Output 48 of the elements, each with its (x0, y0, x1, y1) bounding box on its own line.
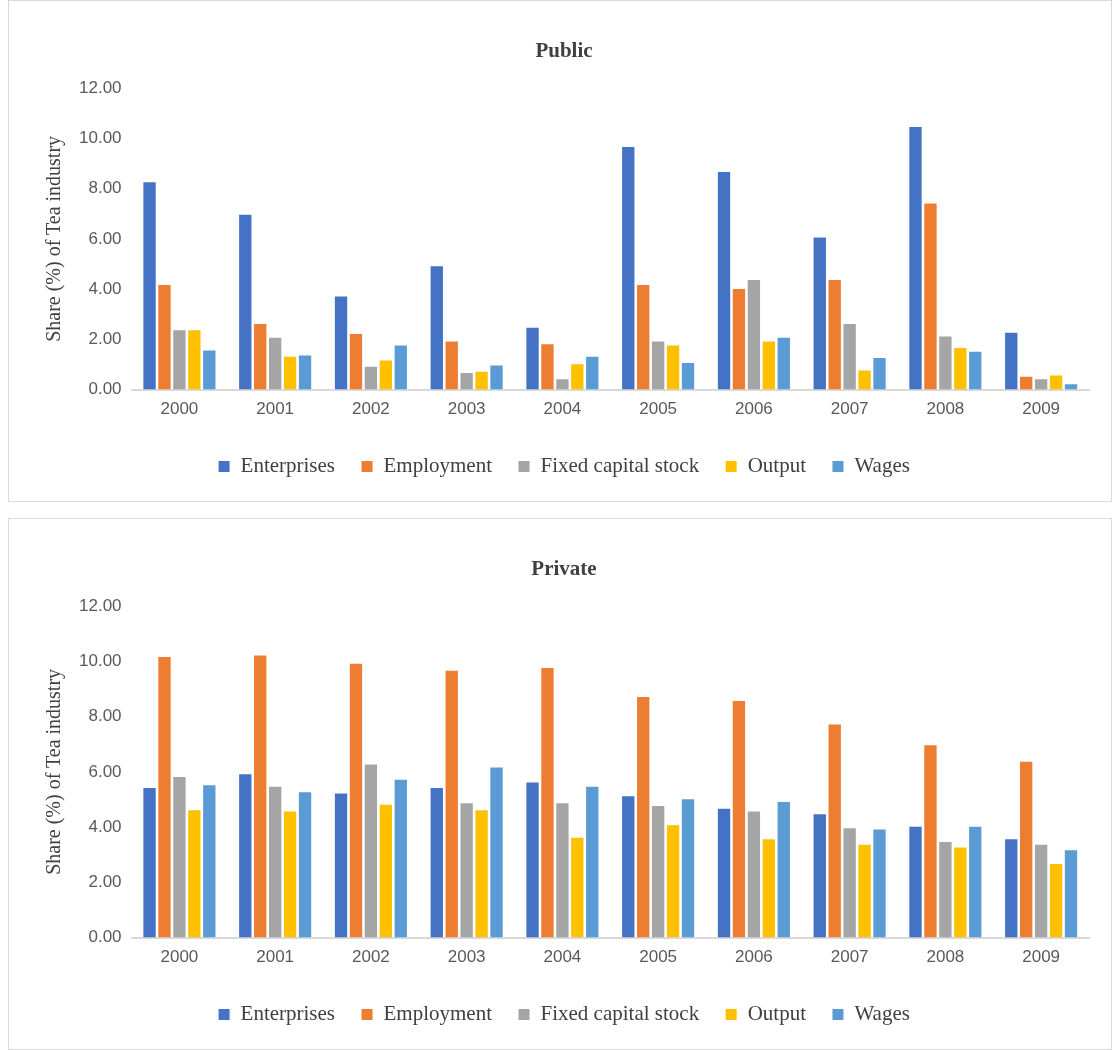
x-tick-label: 2004 (543, 399, 582, 419)
x-tick-label: 2009 (1022, 399, 1061, 419)
y-axis-title: Share (%) of Tea industry (42, 135, 66, 342)
legend-label: Fixed capital stock (540, 1001, 700, 1026)
x-tick-label: 2009 (1022, 947, 1061, 967)
legend-label: Employment (383, 1001, 493, 1026)
x-tick-label: 2001 (256, 947, 295, 967)
x-tick-label: 2005 (639, 399, 678, 419)
x-tick-label: 2001 (256, 399, 295, 419)
x-tick-label: 2006 (734, 399, 773, 419)
x-tick-label: 2008 (926, 947, 965, 967)
y-tick-label: 2.00 (88, 329, 122, 349)
y-tick-label: 0.00 (88, 379, 122, 399)
x-tick-label: 2007 (830, 399, 869, 419)
y-tick-label: 4.00 (88, 816, 122, 836)
x-tick-label: 2006 (734, 947, 773, 967)
y-tick-label: 10.00 (78, 651, 122, 671)
y-tick-label: 4.00 (88, 278, 122, 298)
legend-label: Wages (854, 453, 910, 478)
x-tick-label: 2002 (351, 947, 390, 967)
y-tick-label: 6.00 (88, 228, 122, 248)
y-tick-label: 8.00 (88, 178, 122, 198)
legend-label: Employment (383, 453, 493, 478)
y-tick-label: 0.00 (88, 927, 122, 947)
legend-label: Enterprises (240, 1001, 336, 1026)
legend-label: Fixed capital stock (540, 453, 700, 478)
x-tick-label: 2003 (447, 399, 486, 419)
y-tick-label: 12.00 (78, 595, 122, 615)
x-tick-label: 2007 (830, 947, 869, 967)
x-tick-label: 2003 (447, 947, 486, 967)
x-tick-label: 2005 (639, 947, 678, 967)
y-tick-label: 12.00 (78, 77, 122, 97)
legend-label: Wages (854, 1001, 910, 1026)
y-axis-title: Share (%) of Tea industry (42, 668, 66, 875)
y-tick-label: 2.00 (88, 872, 122, 892)
x-tick-label: 2008 (926, 399, 965, 419)
y-tick-label: 10.00 (78, 128, 122, 148)
legend-label: Output (747, 453, 807, 478)
x-tick-label: 2002 (351, 399, 390, 419)
y-tick-label: 8.00 (88, 706, 122, 726)
chart-title: Public (535, 38, 593, 63)
x-tick-label: 2000 (160, 399, 199, 419)
y-tick-label: 6.00 (88, 761, 122, 781)
chart-title: Private (531, 556, 597, 581)
legend-label: Output (747, 1001, 807, 1026)
x-tick-label: 2004 (543, 947, 582, 967)
x-tick-label: 2000 (160, 947, 199, 967)
legend-label: Enterprises (240, 453, 336, 478)
